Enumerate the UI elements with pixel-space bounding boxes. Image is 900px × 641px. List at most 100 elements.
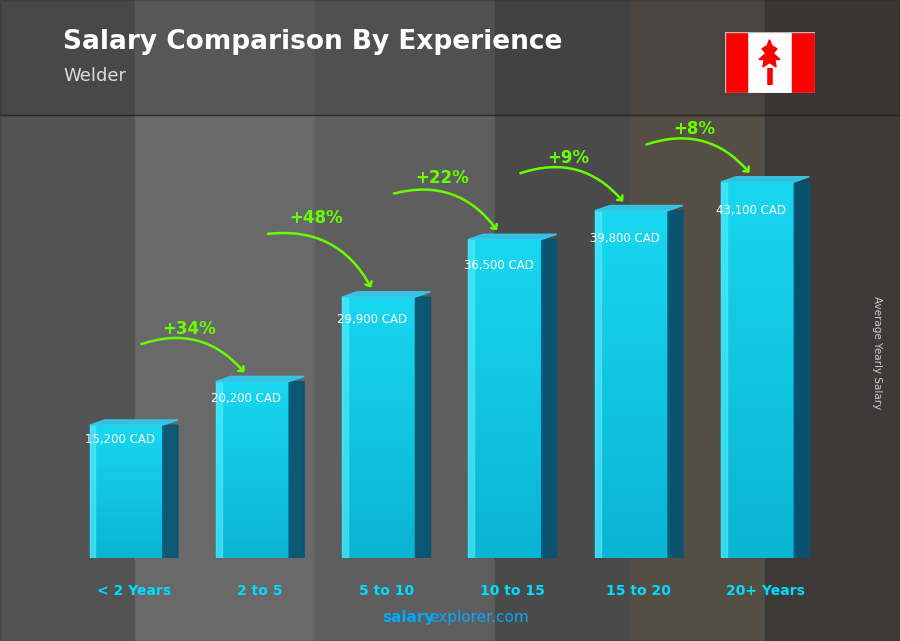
Bar: [721, 413, 794, 420]
Bar: [9, 0, 18, 641]
Bar: [468, 308, 542, 313]
Bar: [216, 405, 289, 408]
Bar: [243, 0, 252, 641]
Bar: [693, 0, 702, 641]
Bar: [721, 539, 794, 545]
Bar: [270, 0, 279, 641]
Bar: [468, 255, 542, 261]
Bar: [721, 338, 794, 345]
Bar: [342, 345, 416, 349]
Bar: [342, 549, 416, 553]
Bar: [89, 478, 163, 480]
Bar: [342, 306, 416, 310]
Bar: [216, 526, 289, 528]
Bar: [595, 228, 668, 234]
Bar: [468, 345, 542, 351]
Bar: [666, 0, 675, 641]
Bar: [216, 476, 289, 478]
Bar: [342, 553, 416, 558]
Bar: [765, 0, 774, 641]
Bar: [216, 531, 289, 534]
Bar: [432, 0, 441, 641]
Bar: [153, 0, 162, 641]
Bar: [18, 0, 27, 641]
Bar: [360, 0, 369, 641]
Bar: [468, 520, 542, 526]
Bar: [216, 511, 289, 513]
Bar: [89, 500, 163, 503]
Bar: [0, 0, 9, 641]
Bar: [89, 498, 163, 500]
Bar: [828, 0, 837, 641]
Bar: [595, 517, 668, 523]
Bar: [378, 0, 387, 641]
Bar: [306, 0, 315, 641]
Bar: [595, 384, 668, 390]
Bar: [135, 0, 144, 641]
Bar: [81, 0, 90, 641]
Bar: [711, 0, 720, 641]
Bar: [721, 395, 794, 401]
Bar: [414, 0, 423, 641]
Bar: [89, 458, 163, 460]
Polygon shape: [89, 420, 178, 425]
Bar: [721, 351, 794, 357]
Bar: [468, 324, 542, 329]
Bar: [721, 238, 794, 245]
Bar: [342, 414, 416, 419]
Bar: [198, 0, 207, 641]
Bar: [468, 425, 542, 430]
Bar: [216, 522, 289, 526]
Polygon shape: [468, 234, 557, 240]
Bar: [216, 446, 289, 449]
Bar: [468, 378, 542, 383]
Bar: [216, 485, 289, 487]
Bar: [468, 467, 542, 473]
Bar: [0, 115, 900, 641]
Bar: [89, 533, 163, 536]
Bar: [729, 0, 738, 641]
Bar: [468, 462, 542, 467]
Bar: [468, 483, 542, 488]
Bar: [216, 552, 289, 554]
Bar: [89, 531, 163, 533]
Bar: [342, 428, 416, 431]
Bar: [721, 226, 794, 232]
Bar: [721, 545, 794, 551]
Bar: [721, 483, 794, 489]
Bar: [89, 465, 163, 467]
Bar: [595, 407, 668, 413]
Bar: [342, 436, 416, 440]
Bar: [721, 245, 794, 251]
Bar: [89, 463, 163, 465]
Bar: [216, 513, 289, 517]
Bar: [595, 523, 668, 529]
Text: Welder: Welder: [63, 67, 126, 85]
Bar: [72, 0, 81, 641]
Bar: [216, 452, 289, 455]
Bar: [89, 456, 163, 458]
Bar: [36, 0, 45, 641]
Bar: [89, 438, 163, 440]
Bar: [721, 194, 794, 201]
Bar: [468, 240, 474, 558]
Bar: [595, 437, 668, 442]
Bar: [216, 399, 289, 402]
Bar: [468, 526, 542, 531]
Bar: [216, 537, 289, 540]
Bar: [89, 512, 163, 513]
Bar: [721, 514, 794, 520]
Bar: [216, 381, 289, 385]
Text: < 2 Years: < 2 Years: [96, 584, 171, 598]
Bar: [595, 512, 668, 517]
Bar: [89, 443, 163, 445]
Bar: [468, 277, 542, 282]
Bar: [89, 460, 163, 463]
Bar: [468, 266, 542, 271]
Bar: [89, 542, 163, 544]
Bar: [342, 506, 416, 510]
Bar: [595, 251, 668, 257]
Bar: [216, 411, 289, 414]
Bar: [594, 0, 603, 641]
Bar: [801, 0, 810, 641]
